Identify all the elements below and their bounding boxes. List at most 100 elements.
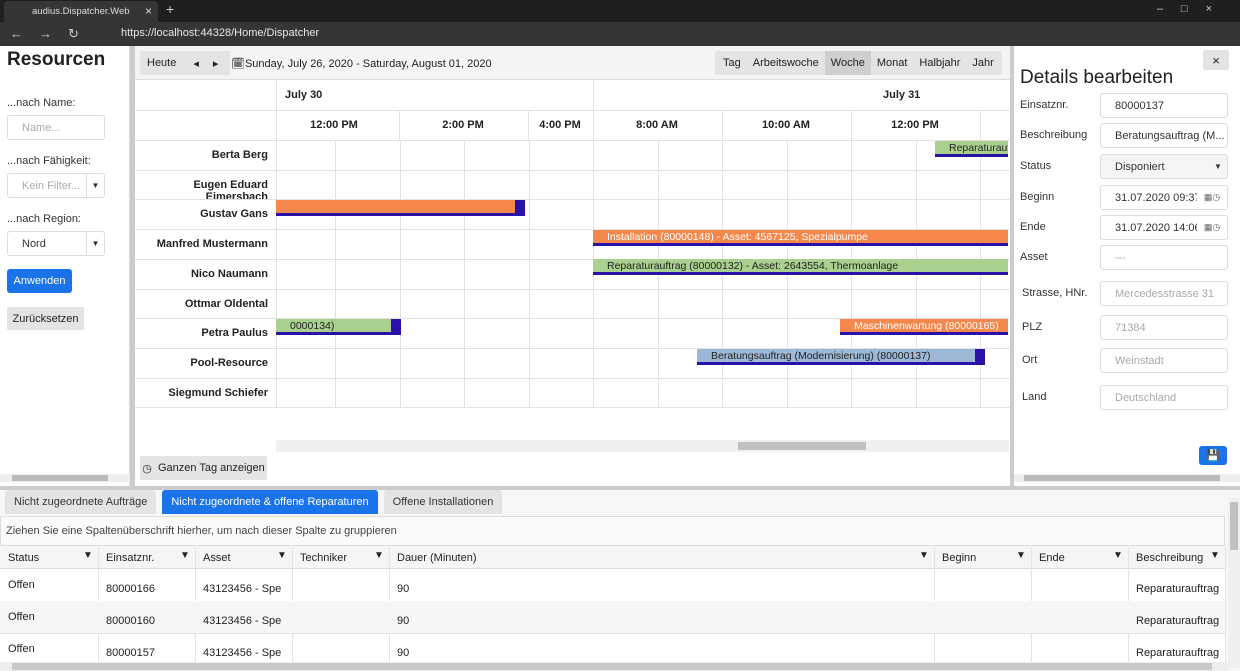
field-input[interactable]: Deutschland — [1100, 385, 1228, 410]
grid-tab[interactable]: Nicht zugeordnete & offene Reparaturen — [162, 490, 378, 514]
field-input[interactable]: 31.07.2020 09:37 ▦◷ — [1100, 185, 1228, 210]
filter-label: ...nach Region: — [7, 213, 81, 225]
event[interactable]: 0000134) — [276, 319, 401, 336]
row-line — [135, 347, 1011, 349]
column-header[interactable]: Einsatznr. — [106, 552, 155, 564]
field-label: Status — [1020, 160, 1052, 172]
picker-icons[interactable]: ▦◷ — [1197, 216, 1227, 239]
column-header[interactable]: Techniker — [300, 552, 348, 564]
cell: 43123456 - Spe — [203, 615, 282, 627]
v-scrollbar[interactable] — [1228, 498, 1240, 668]
view-button[interactable]: Monat — [876, 57, 908, 69]
grid-tab[interactable]: Nicht zugeordnete Aufträge — [5, 490, 157, 514]
filter-input[interactable]: Kein Filter... ▼ — [7, 173, 105, 198]
field-input[interactable]: Mercedesstrasse 31 — [1100, 281, 1228, 306]
today-button[interactable]: Heute — [147, 57, 177, 69]
filter-icon[interactable]: ▼ — [1113, 550, 1123, 561]
resource-name: Pool-Resource — [190, 356, 268, 369]
dropdown-arrow[interactable]: ▼ — [86, 174, 104, 197]
field-value: 71384 — [1115, 321, 1146, 334]
event[interactable]: Reparaturauftr — [935, 141, 1008, 157]
url[interactable]: https://localhost:44328/Home/Dispatcher — [121, 27, 320, 39]
column-header[interactable]: Ende — [1039, 552, 1065, 564]
h-scrollbar[interactable] — [276, 440, 1009, 452]
event[interactable]: Reparaturauftrag (80000132) - Asset: 264… — [593, 258, 1008, 275]
event[interactable]: Maschinenwartung (80000165) — [840, 319, 1008, 336]
resource-name: Ottmar Oldental — [184, 297, 268, 310]
filter-icon[interactable]: ▼ — [277, 550, 287, 561]
field-input[interactable]: 80000137 — [1100, 93, 1228, 118]
column-header[interactable]: Beginn — [942, 552, 977, 564]
field-input[interactable]: --- — [1100, 245, 1228, 270]
filter-icon[interactable]: ▼ — [374, 550, 384, 561]
event[interactable]: Installation (80000148) - Asset: 4567125… — [593, 230, 1008, 247]
field-input[interactable]: 71384 — [1100, 315, 1228, 340]
resource-name: Siegmund Schiefer — [168, 386, 268, 399]
close-button[interactable]: × — [1203, 50, 1229, 70]
filter-input[interactable]: Nord ▼ — [7, 231, 105, 256]
dropdown-arrow[interactable]: ▼ — [1214, 162, 1222, 171]
new-tab[interactable]: + — [166, 1, 175, 17]
time-divider — [593, 110, 594, 140]
field-input[interactable]: 31.07.2020 14:06 ▦◷ — [1100, 215, 1228, 240]
field-input[interactable]: Disponiert ▼ — [1100, 154, 1228, 179]
filter-icon[interactable]: ▼ — [1210, 550, 1220, 561]
view-button[interactable]: Tag — [723, 57, 741, 69]
details-title: Details bearbeiten — [1020, 67, 1174, 88]
h-scrollbar[interactable] — [0, 662, 1228, 671]
row-line — [135, 407, 1011, 409]
next[interactable]: ▸ — [212, 57, 219, 70]
column-header[interactable]: Dauer (Minuten) — [397, 552, 477, 564]
view-button[interactable]: Halbjahr — [919, 57, 961, 69]
event[interactable] — [276, 200, 525, 217]
splitter[interactable] — [130, 46, 135, 486]
grid-col — [399, 140, 401, 408]
column-header[interactable]: Beschreibung — [1136, 552, 1204, 564]
field-input[interactable]: Weinstadt — [1100, 348, 1228, 373]
filter-icon[interactable]: ▼ — [1016, 550, 1026, 561]
filter-input[interactable]: Name... — [7, 115, 105, 140]
field-value: 80000137 — [1115, 99, 1164, 112]
cell: 80000157 — [106, 647, 155, 659]
view-button[interactable]: Arbeitswoche — [752, 57, 819, 69]
all-day-button[interactable]: ◷ Ganzen Tag anzeigen — [140, 456, 267, 480]
splitter[interactable] — [1010, 46, 1014, 486]
scrollbar[interactable] — [1014, 474, 1240, 482]
address-bar: ←→↻ https://localhost:44328/Home/Dispatc… — [0, 22, 1240, 46]
field-label: Ort — [1022, 354, 1038, 366]
filter-icon[interactable]: ▼ — [919, 550, 929, 561]
grid-tab[interactable]: Offene Installationen — [383, 490, 503, 514]
nav-buttons[interactable]: ←→↻ — [10, 26, 95, 41]
picker-icons[interactable]: ▦◷ — [1197, 186, 1227, 209]
prev[interactable]: ◂ — [193, 57, 199, 70]
resource-name: Petra Paulus — [201, 327, 268, 340]
filter-icon[interactable]: ▼ — [180, 550, 190, 561]
cell: Reparaturauftrag — [1136, 615, 1220, 627]
date-header: July 31 — [883, 89, 921, 101]
cell: 90 — [397, 615, 410, 627]
row-line — [0, 633, 1225, 634]
field-input[interactable]: Beratungsauftrag (M... — [1100, 123, 1228, 148]
apply-button[interactable]: Anwenden — [7, 269, 72, 293]
field-value: --- — [1115, 251, 1126, 264]
save-button[interactable]: 💾 — [1199, 446, 1227, 465]
column-header[interactable]: Asset — [203, 552, 231, 564]
group-hint: Ziehen Sie eine Spaltenüberschrift hierh… — [0, 516, 1225, 546]
view-button[interactable]: Jahr — [972, 57, 994, 69]
row-line — [135, 229, 1011, 231]
date-range[interactable]: 🗓Sunday, July 26, 2020 - Saturday, Augus… — [231, 58, 492, 70]
filter-icon[interactable]: ▼ — [83, 550, 93, 561]
column-header[interactable]: Status — [8, 552, 40, 564]
reset-button[interactable]: Zurücksetzen — [7, 307, 84, 330]
window-controls[interactable]: –□× — [1156, 3, 1230, 15]
cell: 90 — [397, 583, 410, 595]
event[interactable]: Beratungsauftrag (Modernisierung) (80000… — [697, 348, 985, 365]
input-text: Kein Filter... — [22, 179, 81, 192]
h-splitter[interactable] — [0, 486, 1240, 490]
scrollbar[interactable] — [0, 474, 130, 482]
browser-tab[interactable]: audius.Dispatcher.Web × — [4, 1, 158, 22]
field-value: Disponiert — [1115, 160, 1165, 173]
view-button[interactable]: Woche — [824, 51, 871, 75]
dropdown-arrow[interactable]: ▼ — [86, 232, 104, 255]
